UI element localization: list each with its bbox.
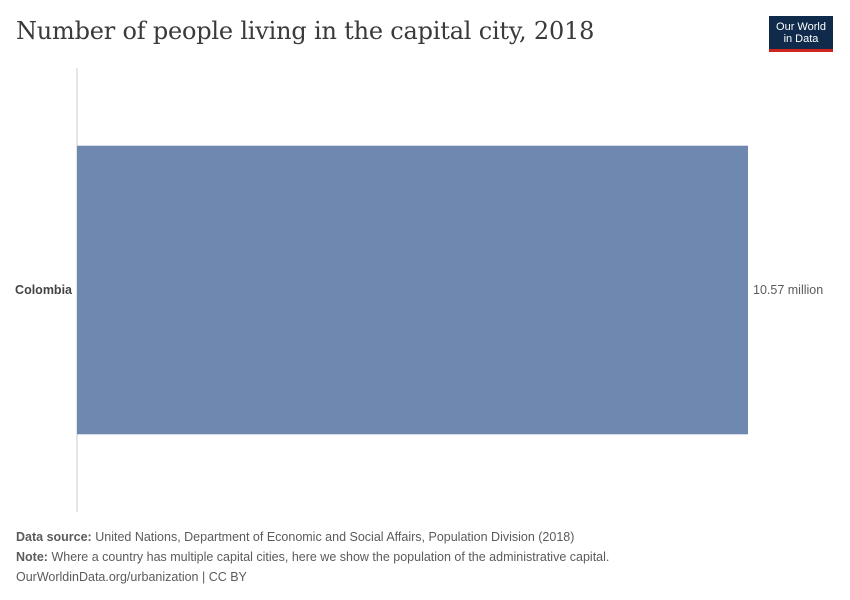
bar-colombia[interactable] (77, 145, 748, 435)
chart-footer: Data source: United Nations, Department … (16, 527, 609, 587)
logo-line-1: Our World (776, 21, 826, 33)
note-text: Where a country has multiple capital cit… (51, 550, 610, 564)
owid-logo[interactable]: Our World in Data (769, 16, 833, 52)
url-line[interactable]: OurWorldinData.org/urbanization | CC BY (16, 570, 247, 584)
data-source-line: Data source: United Nations, Department … (16, 527, 609, 547)
category-label: Colombia (15, 283, 73, 297)
logo-line-2: in Data (783, 33, 819, 45)
note-line: Note: Where a country has multiple capit… (16, 547, 609, 567)
note-label: Note: (16, 550, 48, 564)
data-source-label: Data source: (16, 530, 92, 544)
bar-chart: Colombia 10.57 million (15, 68, 823, 512)
data-source-text: United Nations, Department of Economic a… (95, 530, 575, 544)
value-label: 10.57 million (753, 283, 823, 297)
chart-title: Number of people living in the capital c… (16, 17, 595, 45)
